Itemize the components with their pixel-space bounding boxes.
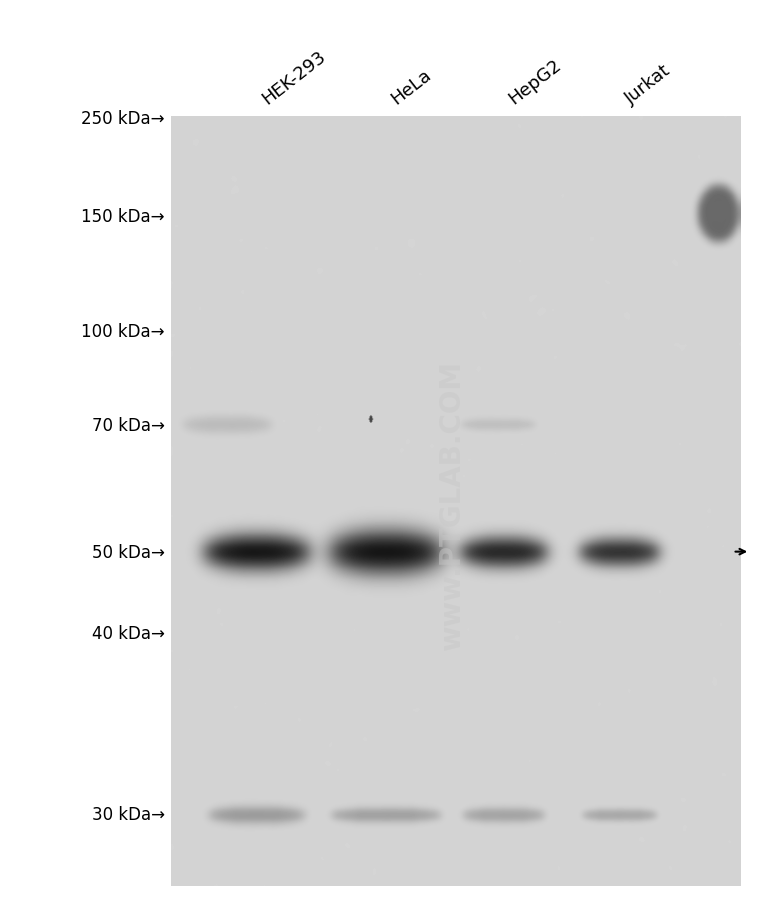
Text: 250 kDa→: 250 kDa→ [81, 110, 165, 128]
Text: 30 kDa→: 30 kDa→ [92, 805, 165, 823]
Text: Jurkat: Jurkat [622, 62, 674, 108]
Text: HeLa: HeLa [388, 66, 435, 108]
Text: 40 kDa→: 40 kDa→ [92, 624, 165, 642]
Text: www.PTGLAB.COM: www.PTGLAB.COM [439, 360, 466, 650]
Text: 70 kDa→: 70 kDa→ [92, 417, 165, 435]
Text: 50 kDa→: 50 kDa→ [92, 543, 165, 561]
Text: HEK-293: HEK-293 [258, 48, 329, 108]
Text: HepG2: HepG2 [505, 56, 565, 108]
Text: 150 kDa→: 150 kDa→ [81, 207, 165, 226]
Text: 100 kDa→: 100 kDa→ [81, 323, 165, 341]
